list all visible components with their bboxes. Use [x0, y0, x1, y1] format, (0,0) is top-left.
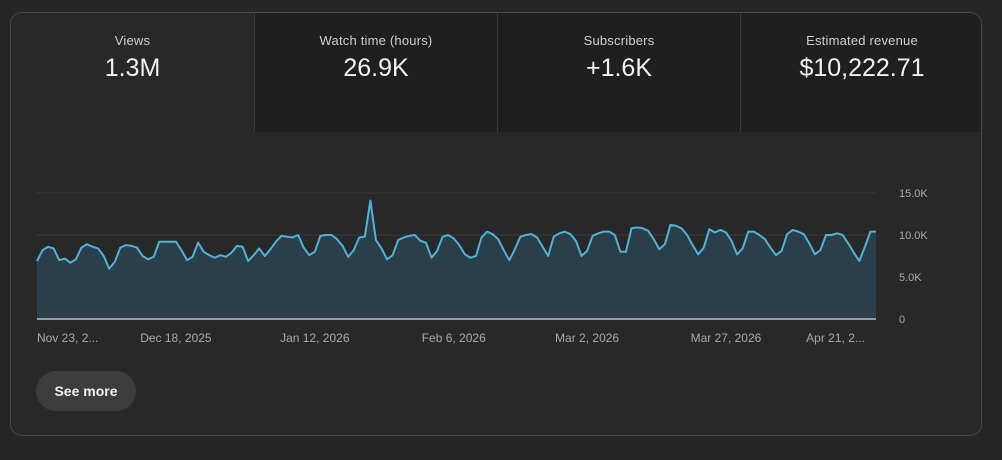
metric-value: $10,222.71	[799, 54, 925, 82]
metric-tab-watch-time[interactable]: Watch time (hours) 26.9K	[254, 13, 497, 132]
metric-label: Watch time (hours)	[319, 33, 433, 48]
x-tick-label: Mar 2, 2026	[555, 331, 619, 345]
views-line	[36, 199, 876, 270]
x-tick-label: Mar 27, 2026	[691, 331, 762, 345]
x-tick-label: Feb 6, 2026	[422, 331, 486, 345]
metric-value: 26.9K	[343, 54, 409, 82]
x-tick-label: Dec 18, 2025	[140, 331, 212, 345]
y-tick-label: 10.0K	[899, 230, 928, 242]
x-tick-label: Apr 21, 2...	[806, 331, 865, 345]
metric-tabs: Views 1.3M Watch time (hours) 26.9K Subs…	[11, 13, 981, 132]
x-tick-label: Nov 23, 2...	[37, 331, 98, 345]
views-area	[37, 200, 876, 319]
y-tick-label: 15.0K	[899, 188, 928, 200]
metric-label: Subscribers	[583, 33, 655, 48]
see-more-button[interactable]: See more	[36, 371, 136, 411]
views-chart: 0 5.0K 10.0K 15.0K Nov 23, 2... Dec 18, 2025 J…	[11, 132, 981, 362]
y-tick-label: 5.0K	[899, 272, 922, 284]
metric-value: 1.3M	[104, 54, 161, 82]
metric-label: Views	[114, 33, 151, 48]
metric-label: Estimated revenue	[806, 33, 918, 48]
y-tick-label: 0	[899, 314, 905, 326]
analytics-card: Views 1.3M Watch time (hours) 26.9K Subs…	[10, 12, 982, 436]
metric-tab-revenue[interactable]: Estimated revenue $10,222.71	[740, 13, 981, 132]
metric-value: +1.6K	[585, 54, 653, 82]
x-tick-label: Jan 12, 2026	[280, 331, 350, 345]
views-chart-svg: 0 5.0K 10.0K 15.0K Nov 23, 2... Dec 18, 2025 J…	[36, 188, 928, 345]
metric-tab-subscribers[interactable]: Subscribers +1.6K	[497, 13, 740, 132]
metric-tab-views[interactable]: Views 1.3M	[11, 13, 254, 132]
